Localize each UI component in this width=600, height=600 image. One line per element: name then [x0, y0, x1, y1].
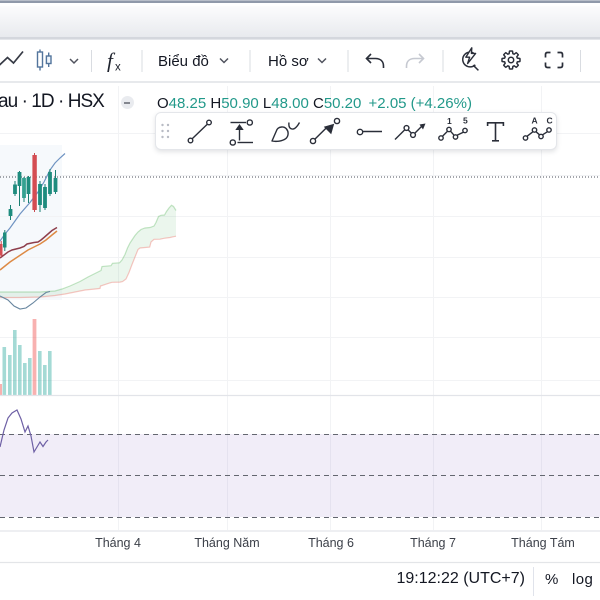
svg-text:5: 5 — [463, 116, 468, 126]
svg-text:A: A — [532, 116, 538, 126]
svg-text:1: 1 — [447, 116, 452, 126]
svg-text:C: C — [547, 116, 553, 126]
svg-text:Hồ sơ: Hồ sơ — [268, 53, 309, 70]
svg-text:f: f — [107, 49, 116, 73]
svg-text:x: x — [115, 62, 121, 74]
svg-text:Biểu đồ: Biểu đồ — [158, 53, 209, 70]
